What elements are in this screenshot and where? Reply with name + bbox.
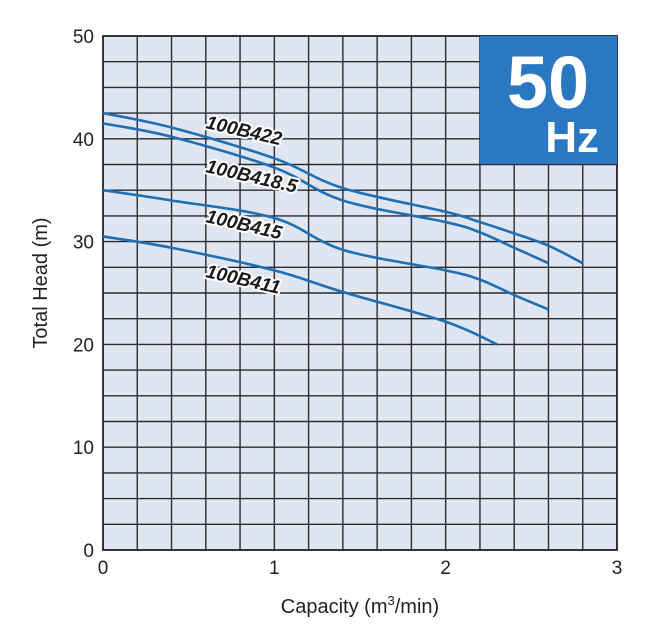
- y-axis-title: Total Head (m): [30, 217, 52, 348]
- y-tick-label: 0: [83, 541, 94, 562]
- badge-frequency-value: 50: [507, 41, 589, 124]
- badge-background: [480, 36, 617, 164]
- x-axis-ticks: 0 1 2 3: [98, 558, 623, 579]
- y-tick-label: 20: [73, 335, 94, 356]
- y-tick-label: 40: [73, 130, 94, 151]
- y-tick-label: 30: [73, 233, 94, 254]
- badge-frequency-unit: Hz: [545, 113, 599, 162]
- x-axis-title-base: Capacity (m: [281, 596, 388, 618]
- x-axis-title-tail: /min): [395, 596, 439, 618]
- y-axis-ticks: 0 10 20 30 40 50: [73, 27, 94, 562]
- x-axis-title-superscript: 3: [388, 593, 395, 608]
- x-tick-label: 0: [98, 558, 109, 579]
- curve-100b411: [102, 235, 498, 346]
- frequency-badge: 50 Hz: [480, 36, 617, 164]
- x-tick-label: 1: [269, 558, 280, 579]
- y-tick-label: 50: [73, 27, 94, 48]
- x-tick-label: 2: [440, 558, 451, 579]
- x-axis-title: Capacity (m3/min): [281, 593, 439, 618]
- plot-border: [102, 35, 618, 551]
- x-tick-label: 3: [612, 558, 623, 579]
- curve-100b418-5: [102, 122, 550, 265]
- curve-100b422: [102, 111, 584, 265]
- curve-100b415: [102, 188, 549, 311]
- performance-curves: [102, 111, 584, 346]
- y-tick-label: 10: [73, 438, 94, 459]
